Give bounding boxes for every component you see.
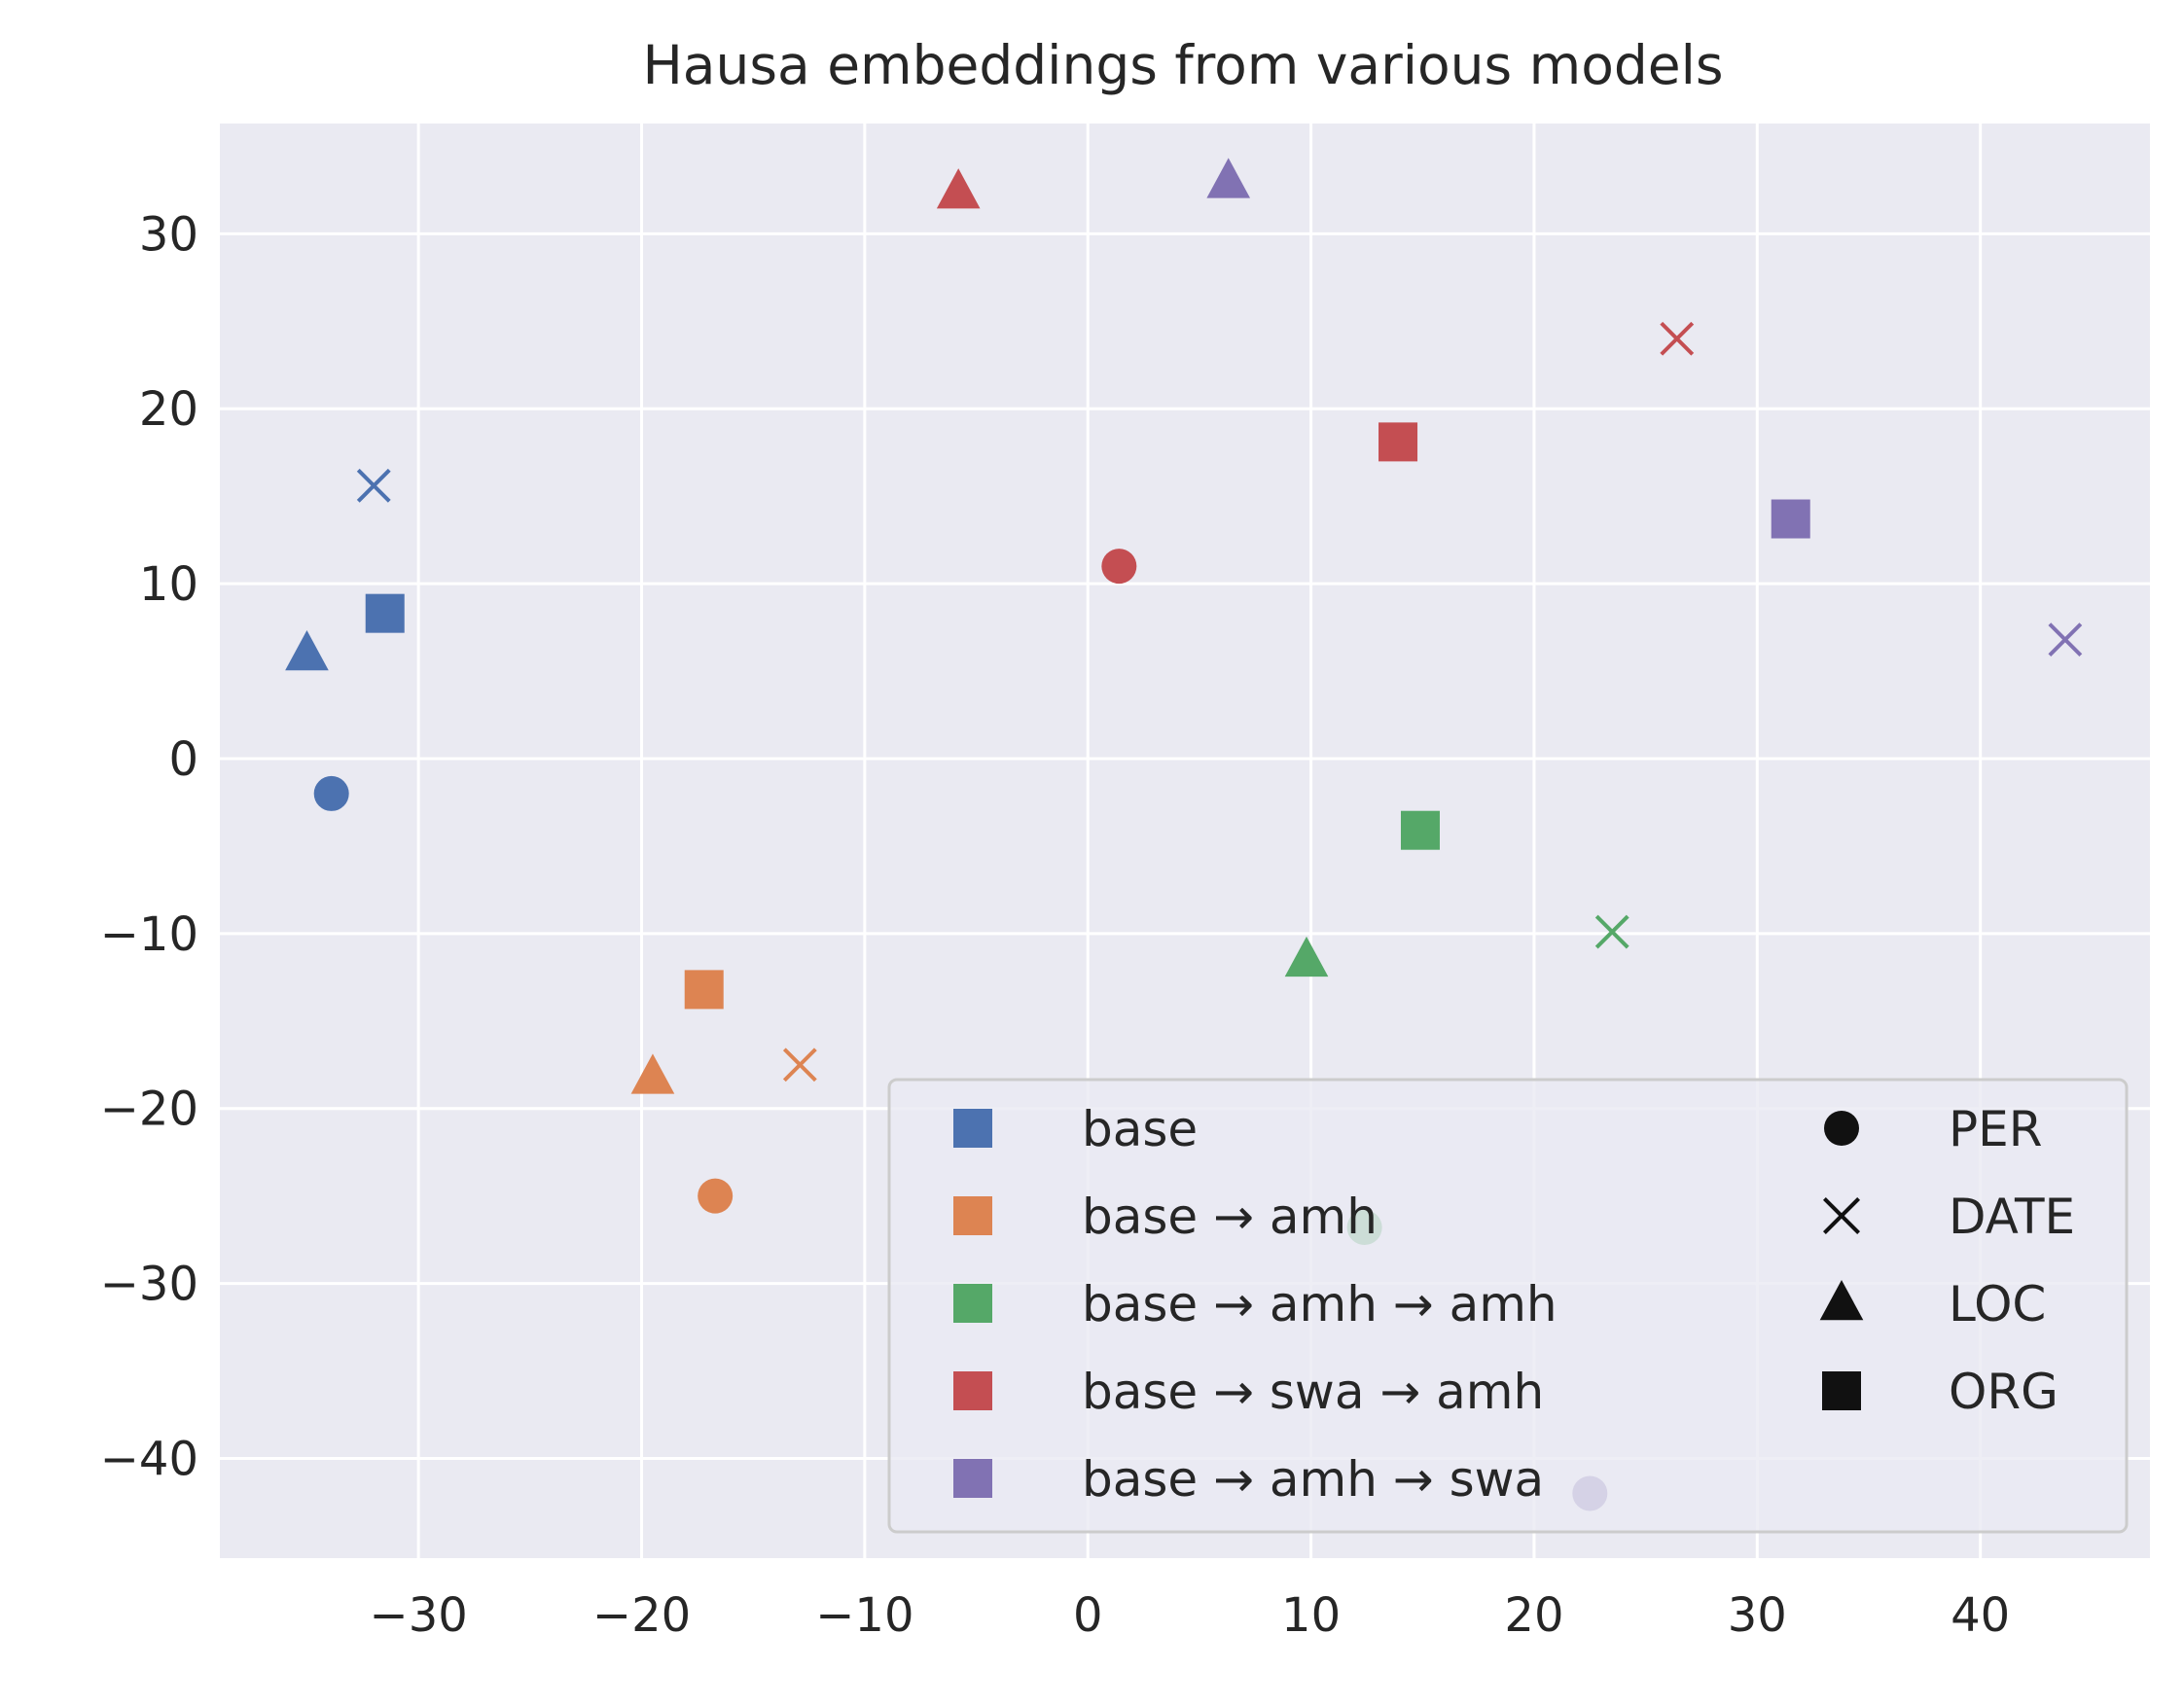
x-marker-stroke — [1594, 914, 1629, 949]
legend-swatch — [953, 1284, 992, 1323]
x-tick-label: −20 — [592, 1588, 691, 1643]
legend-swatch — [953, 1196, 992, 1235]
point-org — [1378, 422, 1418, 462]
point-org — [684, 970, 724, 1010]
point-org — [365, 593, 405, 633]
point-per — [698, 1178, 734, 1214]
x-tick-label: 20 — [1504, 1588, 1563, 1643]
legend-swatch — [953, 1109, 992, 1148]
legend-category-label: PER — [1949, 1101, 2042, 1157]
x-axis-ticks: −30 −20 −10 0 10 20 30 40 — [369, 1588, 2010, 1643]
legend-series-label: base → amh — [1082, 1189, 1378, 1245]
legend-marker-date — [1822, 1196, 1861, 1235]
y-tick-label: −20 — [100, 1083, 198, 1137]
x-tick-label: 30 — [1728, 1588, 1787, 1643]
legend: base base → amh base → amh → amh base → swa… — [887, 1078, 2129, 1534]
y-tick-label: 10 — [139, 557, 198, 612]
legend-marker-loc — [1819, 1280, 1864, 1321]
point-loc — [285, 630, 329, 671]
y-tick-label: 30 — [139, 207, 198, 262]
point-date — [782, 1048, 817, 1083]
y-tick-label: −30 — [100, 1258, 198, 1312]
legend-category-label: ORG — [1949, 1364, 2059, 1420]
point-date — [1660, 321, 1695, 356]
legend-category-label: LOC — [1949, 1276, 2046, 1332]
x-marker-stroke — [1660, 321, 1695, 356]
x-marker-stroke — [782, 1048, 817, 1083]
legend-category-label: DATE — [1949, 1189, 2075, 1245]
point-date — [1594, 914, 1629, 949]
y-tick-label: 0 — [168, 732, 198, 787]
point-per — [1101, 549, 1137, 585]
point-org — [1771, 499, 1810, 539]
x-marker-stroke — [2048, 622, 2083, 657]
point-date — [2048, 622, 2083, 657]
legend-marker-per — [1824, 1111, 1859, 1146]
x-tick-label: −10 — [815, 1588, 913, 1643]
y-tick-label: −40 — [100, 1432, 198, 1486]
point-date — [356, 468, 391, 503]
x-marker-stroke — [1822, 1196, 1861, 1235]
point-loc — [630, 1053, 675, 1094]
legend-series-label: base — [1082, 1101, 1198, 1157]
x-tick-label: 0 — [1073, 1588, 1103, 1643]
legend-series-label: base → amh → amh — [1082, 1276, 1557, 1332]
legend-swatch — [953, 1459, 992, 1498]
legend-series-label: base → swa → amh — [1082, 1364, 1544, 1420]
legend-box — [887, 1078, 2129, 1534]
x-tick-label: 40 — [1951, 1588, 2010, 1643]
y-axis-ticks: 30 20 10 0 −10 −20 −30 −40 — [100, 207, 198, 1486]
y-tick-label: −10 — [100, 907, 198, 962]
x-tick-label: 10 — [1281, 1588, 1341, 1643]
point-per — [313, 775, 349, 811]
y-tick-label: 20 — [139, 382, 198, 437]
x-marker-stroke — [356, 468, 391, 503]
legend-marker-org — [1822, 1371, 1861, 1410]
legend-swatch — [953, 1371, 992, 1410]
point-loc — [1206, 158, 1251, 198]
legend-series-label: base → amh → swa — [1082, 1451, 1544, 1508]
x-tick-label: −30 — [369, 1588, 467, 1643]
point-loc — [936, 168, 981, 209]
chart-title: Hausa embeddings from various models — [642, 34, 1723, 96]
point-org — [1400, 810, 1440, 850]
point-loc — [1284, 936, 1329, 977]
